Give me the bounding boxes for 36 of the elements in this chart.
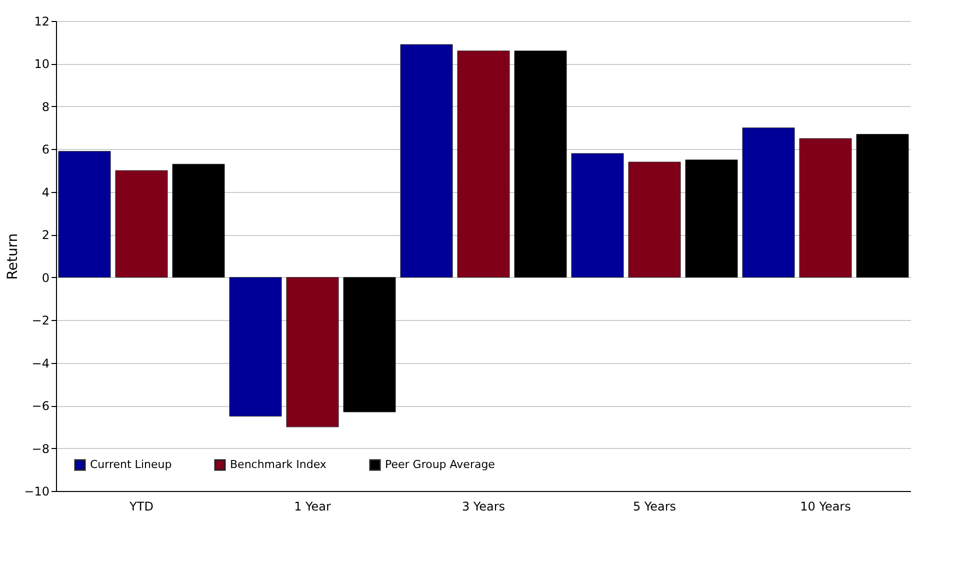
bar [286,277,339,428]
bar [58,151,111,278]
y-tick-label: 2 [42,228,50,242]
bar [628,162,681,278]
legend-label: Peer Group Average [385,458,496,471]
bar [115,170,168,278]
y-tick-label: 6 [42,142,50,157]
bar [685,160,738,278]
bar [742,128,795,278]
y-tick-label: −2 [32,314,50,328]
bar [172,164,225,278]
bar [856,134,909,278]
y-tick-label: 0 [42,270,50,285]
x-tick-label: YTD [128,500,154,514]
y-tick-label: −4 [32,356,50,370]
y-axis-title: Return [5,233,22,280]
bar [400,44,453,278]
y-tick-label: 10 [34,57,50,72]
y-tick-label: 4 [42,185,50,200]
y-tick-label: 8 [42,100,50,114]
bar [799,138,852,278]
bar [457,50,510,278]
y-tick-label: −8 [32,442,50,456]
bar [571,153,624,278]
y-tick-label: −10 [24,484,50,498]
x-tick-label: 1 Year [294,500,331,514]
x-tick-label: 5 Years [632,500,676,514]
legend-label: Current Lineup [90,458,172,471]
y-tick-label: −6 [32,399,50,414]
bar [343,277,396,412]
bar [229,277,282,416]
y-tick-label: 12 [34,14,50,28]
bar [514,50,567,278]
x-tick-label: 3 Years [462,500,506,514]
x-tick-label: 10 Years [800,500,851,514]
legend-label: Benchmark Index [230,458,327,471]
